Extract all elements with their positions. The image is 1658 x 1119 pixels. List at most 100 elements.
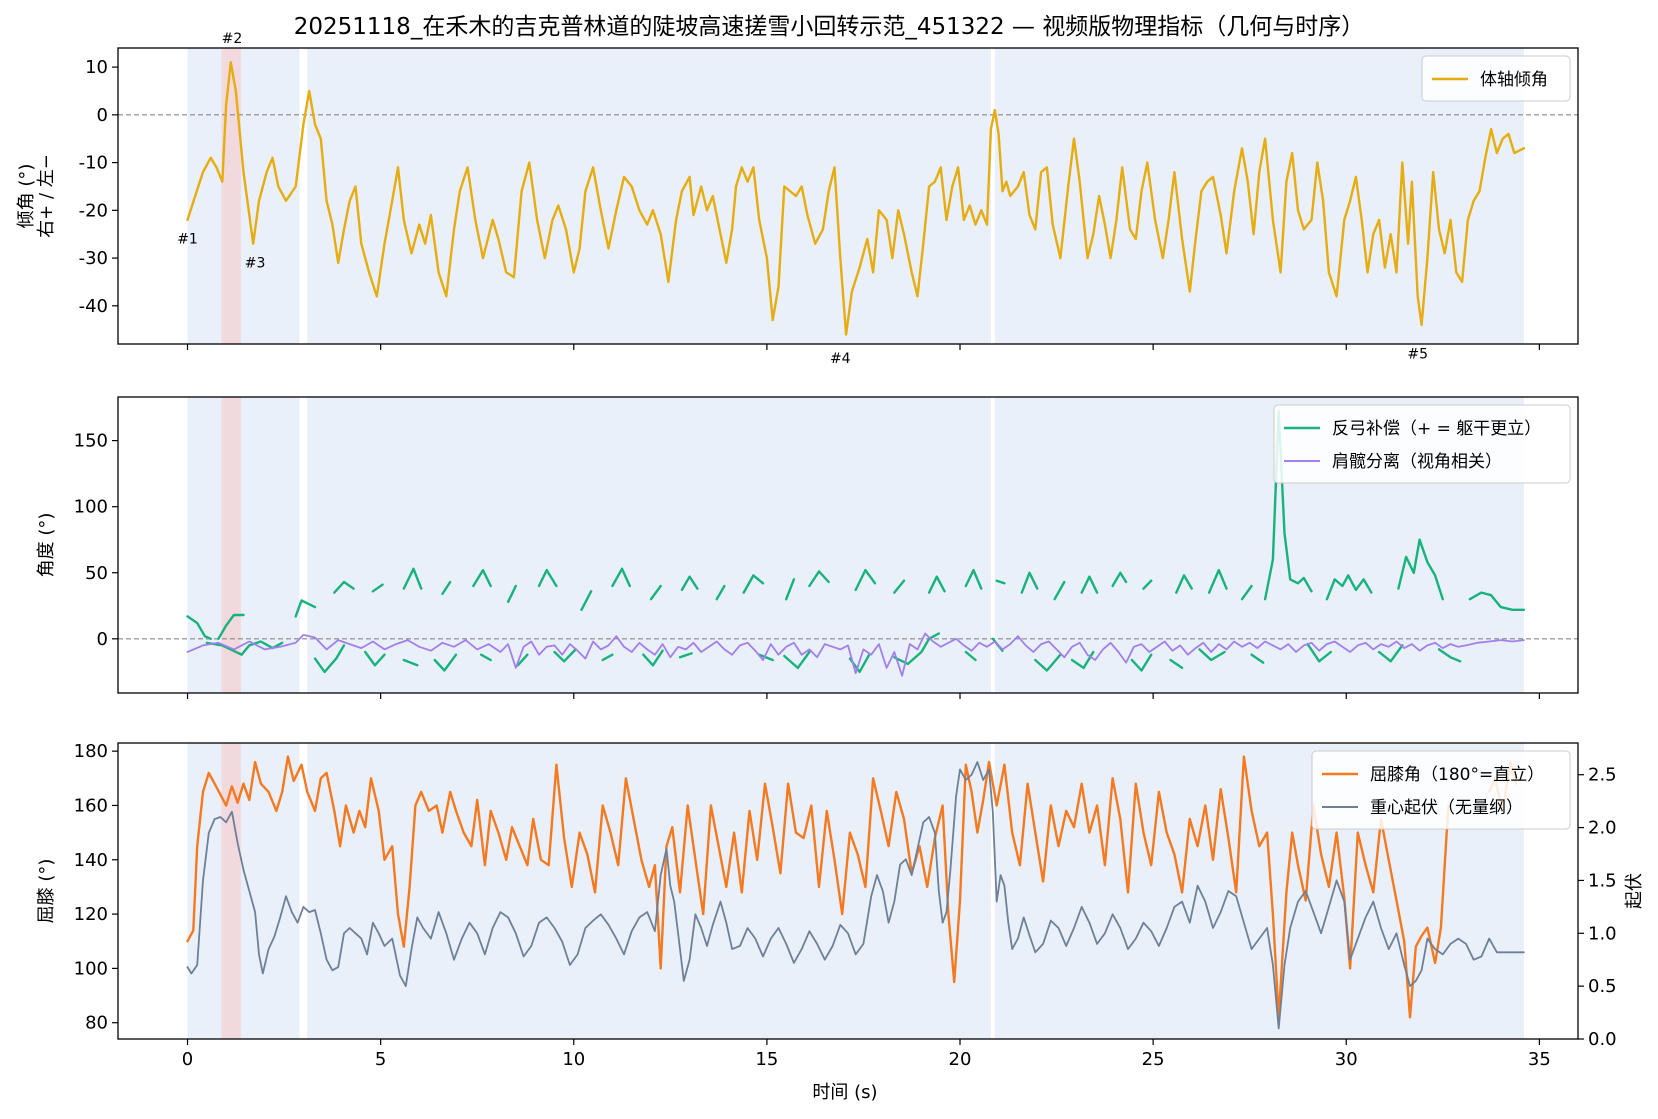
point-annotation: #1 xyxy=(177,232,198,248)
y-tick-label: 120 xyxy=(74,904,108,925)
series-line-angles-0 xyxy=(433,653,458,672)
red-highlight-span xyxy=(221,48,241,344)
y-tick-label: 0 xyxy=(97,629,108,650)
series-line-angles-0 xyxy=(715,584,726,601)
x-tick-label: 0 xyxy=(182,1049,193,1070)
series-line-angles-0 xyxy=(1397,538,1444,601)
series-line-angles-0 xyxy=(783,650,811,670)
series-line-angles-0 xyxy=(186,615,212,640)
series-line-angles-0 xyxy=(601,653,614,662)
point-annotation: #2 xyxy=(222,31,243,47)
y2-tick-label: 2.5 xyxy=(1588,765,1617,786)
series-line-angles-0 xyxy=(649,584,662,601)
point-annotation: #5 xyxy=(1407,346,1428,362)
series-line-angles-0 xyxy=(441,580,452,596)
point-annotation: #3 xyxy=(245,256,266,272)
series-line-angles-0 xyxy=(893,632,940,666)
y-tick-label: -20 xyxy=(79,200,108,221)
legend-lean: 体轴倾角 xyxy=(1421,55,1571,102)
y-axis-label: 屈膝 (°) xyxy=(36,859,57,924)
y-tick-label: 80 xyxy=(85,1013,108,1034)
y-tick-label: 10 xyxy=(85,57,108,78)
blue-highlight-span xyxy=(307,48,991,344)
series-line-angles-0 xyxy=(1175,574,1193,594)
series-line-angles-0 xyxy=(808,570,830,588)
series-line-angles-0 xyxy=(537,568,558,588)
series-line-angles-0 xyxy=(642,649,664,667)
blue-highlight-span xyxy=(187,397,300,693)
y-tick-label: -40 xyxy=(79,296,108,317)
series-line-knee-1 xyxy=(186,761,1525,1030)
y-axis-label-sub: 右+ / 左− xyxy=(36,154,57,238)
series-line-angles-0 xyxy=(785,578,796,601)
y2-tick-label: 1.0 xyxy=(1588,923,1617,944)
series-line-angles-0 xyxy=(516,653,529,667)
y-tick-label: 100 xyxy=(74,958,108,979)
series-line-angles-0 xyxy=(1250,653,1265,664)
panel-angles: 150 100 50 0 角度 (°) 反弓补偿（+ = 躯干更立） 肩髋分离（视角相关） xyxy=(36,396,1579,699)
x-axis-label: 时间 (s) xyxy=(812,1082,877,1103)
y-tick-label: 180 xyxy=(74,741,108,762)
series-line-angles-0 xyxy=(758,653,774,662)
point-annotation: #4 xyxy=(830,351,851,367)
series-line-angles-0 xyxy=(580,590,593,611)
series-line-angles-0 xyxy=(1377,644,1404,663)
series-line-angles-0 xyxy=(1240,584,1253,601)
legend-box xyxy=(1273,404,1571,484)
series-line-angles-0 xyxy=(1207,568,1228,594)
series-line-angles-0 xyxy=(893,579,906,594)
panel-frame xyxy=(117,396,1579,694)
series-line-angles-0 xyxy=(1169,658,1184,670)
series-line-angles-0 xyxy=(1130,653,1153,672)
series-line-angles-0 xyxy=(964,650,977,662)
series-line-angles-0 xyxy=(1306,642,1332,663)
series-line-angles-1 xyxy=(186,632,1525,677)
y-tick-label: 150 xyxy=(74,431,108,452)
red-highlight-span xyxy=(221,743,241,1039)
legend-knee: 屈膝角（180°=直立） 重心起伏（无量纲） xyxy=(1311,750,1571,830)
x-tick-label: 25 xyxy=(1142,1049,1165,1070)
y-axis-label: 角度 (°) xyxy=(36,513,57,578)
series-line-angles-0 xyxy=(553,648,577,663)
series-line-knee-0 xyxy=(186,755,1450,1019)
series-line-angles-0 xyxy=(742,574,765,594)
blue-highlight-span xyxy=(187,48,300,344)
panel-frame xyxy=(117,742,1579,1040)
y-tick-label: -10 xyxy=(79,153,108,174)
series-line-angles-0 xyxy=(1034,653,1062,672)
legend-label: 屈膝角（180°=直立） xyxy=(1370,765,1544,785)
y-tick-label: 140 xyxy=(74,850,108,871)
y2-tick-label: 0.5 xyxy=(1588,976,1617,997)
series-line-angles-0 xyxy=(995,579,1006,585)
panel-knee: 180 160 140 120 100 80 0.0 0.5 1.0 1.5 2.0 2.5 起伏 0 5 1… xyxy=(36,741,1645,1070)
legend-label: 重心起伏（无量纲） xyxy=(1370,798,1523,818)
series-line-angles-0 xyxy=(1020,571,1039,594)
legend-label: 反弓补偿（+ = 躯干更立） xyxy=(1332,419,1541,439)
x-tick-label: 35 xyxy=(1528,1049,1551,1070)
panel-plot-area xyxy=(118,397,1578,693)
y2-axis-label: 起伏 xyxy=(1624,873,1645,909)
panel-lean: #1 #2 #3 #4 #5 10 0 -10 -20 -30 -40 倾角 (°) 右+ / 左− 体轴… xyxy=(16,31,1579,367)
y-tick-label: 160 xyxy=(74,795,108,816)
series-line-angles-0 xyxy=(680,575,699,592)
y-tick-label: 100 xyxy=(74,497,108,518)
series-line-angles-0 xyxy=(927,575,946,594)
y-tick-label: -30 xyxy=(79,248,108,269)
y-axis-label: 倾角 (°) xyxy=(16,164,37,229)
series-line-angles-0 xyxy=(1263,410,1313,601)
x-tick-label: 5 xyxy=(375,1049,386,1070)
panel-plot-area xyxy=(186,743,1525,1039)
series-line-angles-0 xyxy=(294,599,317,618)
series-line-angles-0 xyxy=(1053,580,1066,601)
legend-label: 体轴倾角 xyxy=(1480,70,1548,90)
y-tick-label: 0 xyxy=(97,105,108,126)
series-line-angles-0 xyxy=(854,568,877,592)
series-line-angles-0 xyxy=(371,583,384,593)
series-line-angles-0 xyxy=(1325,574,1373,601)
y2-tick-label: 0.0 xyxy=(1588,1029,1617,1050)
series-line-angles-0 xyxy=(479,653,492,662)
series-line-angles-0 xyxy=(402,658,419,667)
x-tick-label: 15 xyxy=(755,1049,778,1070)
chart-title: 20251118_在禾木的吉克普林道的陡坡高速搓雪小回转示范_451322 — … xyxy=(294,14,1365,40)
